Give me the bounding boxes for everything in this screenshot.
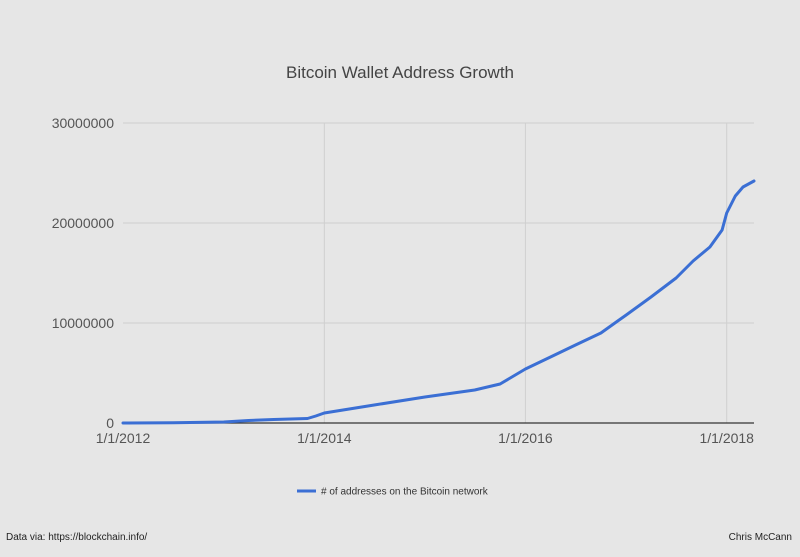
x-tick-label: 1/1/2018 [699,430,754,446]
y-tick-label: 30000000 [52,115,115,131]
y-tick-label: 10000000 [52,315,115,331]
y-tick-label: 0 [106,415,114,431]
x-tick-label: 1/1/2014 [297,430,352,446]
series-layer [121,179,756,425]
author-credit: Chris McCann [728,532,792,543]
axes: 0 10000000 20000000 30000000 1/1/2012 1/1/201… [52,115,754,446]
x-tick-label: 1/1/2012 [96,430,151,446]
series-line [121,179,756,425]
legend-label: # of addresses on the Bitcoin network [321,487,489,498]
chart-title: Bitcoin Wallet Address Growth [286,63,514,82]
y-tick-label: 20000000 [52,215,115,231]
x-tick-label: 1/1/2016 [498,430,553,446]
source-note: Data via: https://blockchain.info/ [6,532,148,543]
legend: # of addresses on the Bitcoin network [297,487,489,498]
grid-lines [123,122,754,423]
